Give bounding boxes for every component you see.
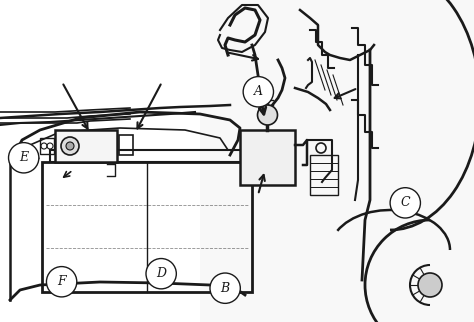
Circle shape — [257, 105, 277, 125]
Bar — [55, 130, 117, 162]
Circle shape — [210, 273, 240, 303]
Bar — [50, 150, 244, 162]
Text: C: C — [401, 196, 410, 209]
Circle shape — [61, 137, 79, 155]
Bar — [40, 138, 54, 154]
Circle shape — [243, 77, 273, 107]
Bar — [42, 162, 252, 292]
Circle shape — [9, 143, 39, 173]
Bar — [119, 135, 133, 155]
Text: F: F — [57, 275, 66, 288]
Bar — [310, 155, 338, 195]
Text: D: D — [156, 267, 166, 280]
Circle shape — [146, 259, 176, 289]
Text: B: B — [220, 282, 230, 295]
Text: A: A — [254, 85, 263, 98]
Circle shape — [390, 188, 420, 218]
Circle shape — [66, 142, 74, 150]
Text: E: E — [19, 151, 28, 164]
Polygon shape — [200, 0, 474, 322]
Circle shape — [418, 273, 442, 297]
Bar — [240, 130, 295, 185]
Circle shape — [46, 267, 77, 297]
